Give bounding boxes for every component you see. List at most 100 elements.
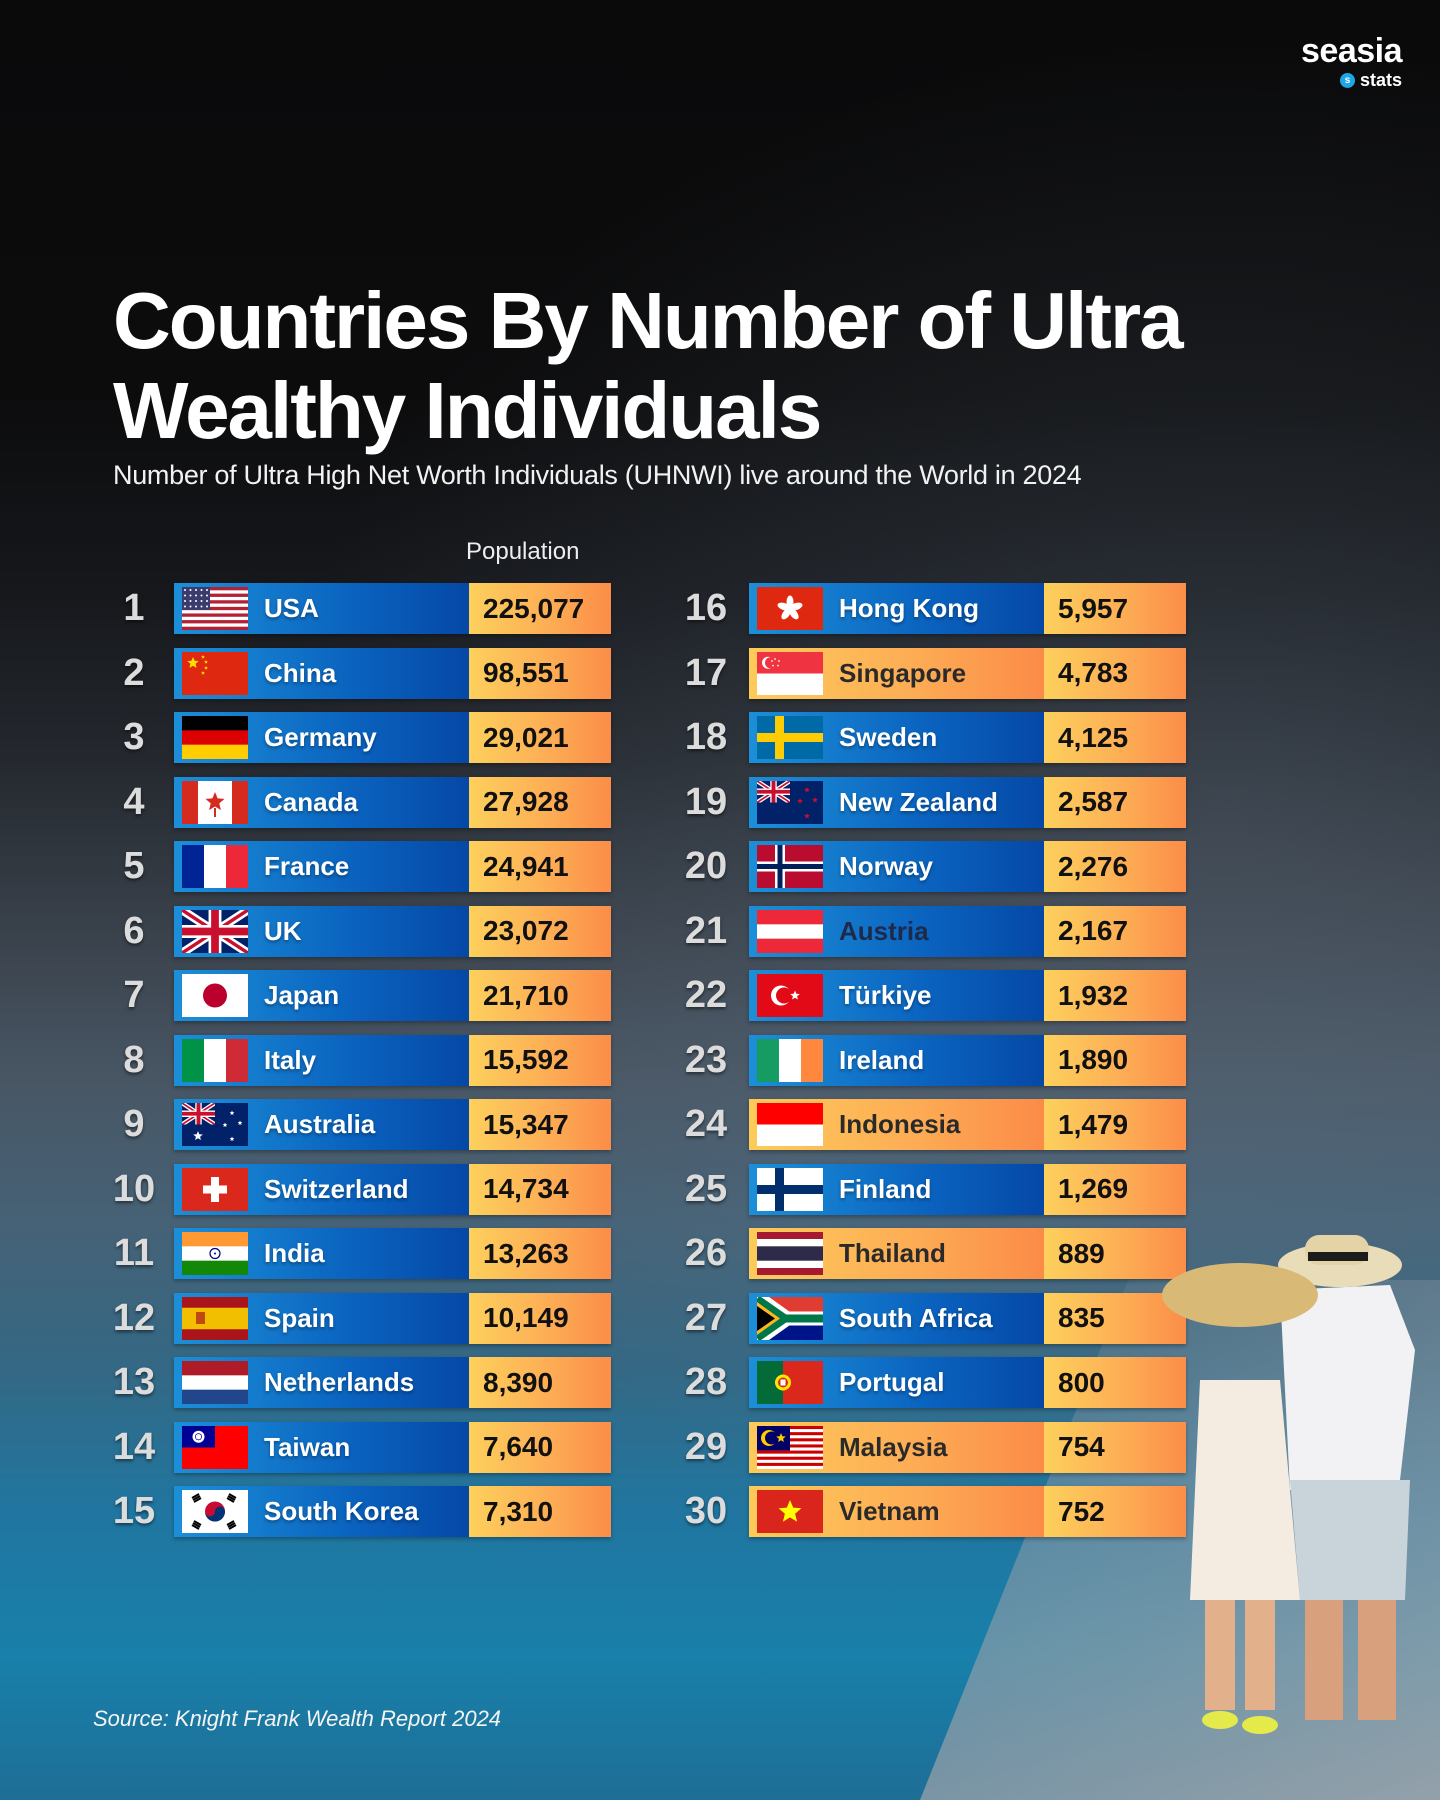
country-bar: Italy 15,592: [174, 1034, 611, 1086]
population-value: 5,957: [1044, 583, 1186, 634]
country-name: Spain: [264, 1302, 335, 1333]
table-row-france: 5 France 24,941: [96, 841, 611, 892]
population-value: 2,167: [1044, 905, 1186, 957]
table-row-china: 2 China 98,551: [96, 647, 611, 699]
couple-photo: [1162, 1235, 1415, 1734]
country-bar: New Zealand 2,587: [749, 776, 1186, 828]
flag-south-africa-icon: [757, 1296, 823, 1340]
country-name: South Africa: [839, 1302, 993, 1333]
country-bar: Ireland 1,890: [749, 1034, 1186, 1086]
rank-number: 14: [112, 1425, 156, 1468]
country-bar: Norway 2,276: [749, 841, 1186, 892]
country-bar: Australia 15,347: [174, 1099, 611, 1150]
flag-india-icon: [182, 1232, 248, 1275]
table-row-usa: 1 USA 225,077: [96, 583, 611, 634]
rank-number: 25: [684, 1167, 728, 1210]
population-value: 1,269: [1044, 1163, 1186, 1215]
country-bar: South Korea 7,310: [174, 1486, 611, 1537]
rank-number: 5: [123, 845, 145, 887]
rank-number: 16: [684, 587, 728, 629]
country-bar: Japan 21,710: [174, 970, 611, 1021]
flag-indonesia-icon: [757, 1103, 823, 1146]
country-cell: Netherlands: [174, 1357, 469, 1408]
country-name: Singapore: [839, 657, 967, 688]
rank-number: 19: [684, 780, 728, 823]
country-name: South Korea: [264, 1496, 419, 1526]
country-name: Italy: [264, 1044, 317, 1075]
table-row-thailand: 26 Thailand 889: [668, 1228, 1186, 1279]
country-cell: India: [174, 1228, 469, 1279]
flag-china-icon: [182, 651, 248, 695]
country-name: Germany: [264, 722, 377, 752]
table-row-netherlands: 13 Netherlands 8,390: [96, 1357, 611, 1408]
flag-japan-icon: [182, 974, 248, 1017]
flag-malaysia-icon: [757, 1425, 823, 1469]
country-cell: Sweden: [749, 712, 1044, 763]
country-name: Australia: [264, 1109, 376, 1139]
population-value: 24,941: [469, 841, 611, 892]
country-name: Japan: [264, 980, 340, 1010]
country-name: France: [264, 851, 350, 881]
population-value: 7,310: [469, 1486, 611, 1537]
rank-number: 28: [684, 1361, 728, 1403]
flag-italy-icon: [182, 1038, 248, 1082]
country-name: Hong Kong: [839, 593, 980, 623]
population-value: 27,928: [469, 776, 611, 828]
country-cell: Norway: [749, 841, 1044, 892]
rank-number: 18: [684, 716, 728, 758]
country-name: Taiwan: [264, 1431, 351, 1462]
brand-name: seasia: [1301, 32, 1403, 70]
country-cell: Germany: [174, 712, 469, 763]
table-row-hong-kong: 16 Hong Kong 5,957: [668, 583, 1186, 634]
table-row-malaysia: 29 Malaysia 754: [668, 1421, 1186, 1473]
population-value: 754: [1044, 1421, 1186, 1473]
country-bar: Malaysia 754: [749, 1421, 1186, 1473]
table-row-taiwan: 14 Taiwan 7,640: [96, 1421, 611, 1473]
country-name: Switzerland: [264, 1173, 409, 1204]
rank-number: 2: [123, 651, 145, 694]
population-value: 752: [1044, 1486, 1186, 1537]
country-name: Thailand: [839, 1238, 946, 1268]
rank-number: 4: [123, 780, 145, 823]
table-row-uk: 6 UK 23,072: [96, 905, 611, 957]
country-cell: Indonesia: [749, 1099, 1044, 1150]
country-name: India: [264, 1238, 325, 1268]
population-value: 4,783: [1044, 647, 1186, 699]
rank-number: 12: [112, 1296, 156, 1339]
rank-number: 6: [123, 909, 145, 952]
brand-sub: s stats: [1301, 70, 1402, 91]
country-cell: China: [174, 647, 469, 699]
rank-number: 29: [684, 1425, 728, 1468]
table-row-spain: 12 Spain 10,149: [96, 1292, 611, 1344]
table-row-canada: 4 Canada 27,928: [96, 776, 611, 828]
rank-number: 30: [684, 1490, 728, 1532]
population-value: 8,390: [469, 1357, 611, 1408]
rank-number: 8: [123, 1038, 145, 1081]
source-note: Source: Knight Frank Wealth Report 2024: [93, 1706, 502, 1731]
country-cell: South Korea: [174, 1486, 469, 1537]
country-name: UK: [264, 915, 302, 946]
table-row-new-zealand: 19 New Zealand 2,587: [668, 776, 1186, 828]
country-name: Sweden: [839, 722, 938, 752]
population-value: 225,077: [469, 583, 611, 634]
flag-vietnam-icon: [757, 1490, 823, 1533]
country-name: Portugal: [839, 1367, 945, 1397]
flag-turkiye-icon: [757, 974, 823, 1017]
country-cell: Thailand: [749, 1228, 1044, 1279]
population-value: 15,592: [469, 1034, 611, 1086]
table-row-norway: 20 Norway 2,276: [668, 841, 1186, 892]
country-bar: USA 225,077: [174, 583, 611, 634]
population-value: 835: [1044, 1292, 1186, 1344]
table-row-singapore: 17 Singapore 4,783: [668, 647, 1186, 699]
country-cell: USA: [174, 583, 469, 634]
rank-number: 13: [112, 1361, 156, 1403]
rank-number: 27: [684, 1296, 728, 1339]
country-cell: Hong Kong: [749, 583, 1044, 634]
ranking-column-left: 1 USA 225,077 2 China 98,551 3 Germany 2…: [96, 583, 611, 1551]
flag-france-icon: [182, 845, 248, 888]
population-value: 10,149: [469, 1292, 611, 1344]
table-row-japan: 7 Japan 21,710: [96, 970, 611, 1021]
country-cell: Singapore: [749, 647, 1044, 699]
flag-south-korea-icon: [182, 1490, 248, 1533]
country-bar: UK 23,072: [174, 905, 611, 957]
